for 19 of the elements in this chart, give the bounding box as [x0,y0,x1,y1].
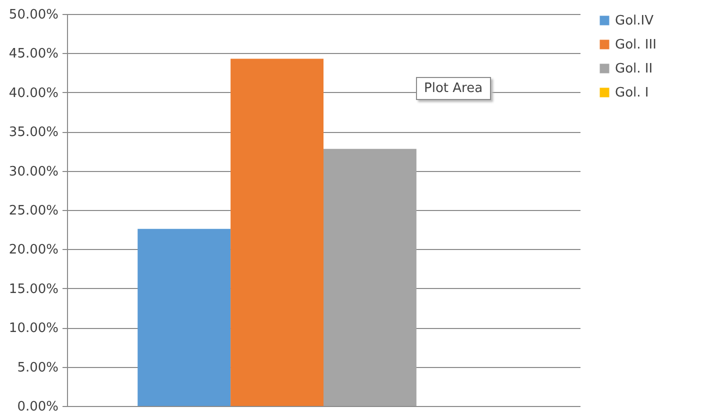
y-tick-label: 10.00% [8,321,58,336]
bar [324,148,416,406]
legend-label: Gol. III [615,38,656,52]
bar [230,58,324,406]
y-tick-label: 5.00% [17,360,58,376]
y-tick-label: 0.00% [17,400,58,414]
y-tick-label: 20.00% [8,242,58,258]
y-tick-label: 40.00% [8,86,58,101]
y-tick-label: 50.00% [8,8,58,22]
y-tick-label: 30.00% [8,164,58,180]
y-tick-label: 35.00% [8,125,58,140]
y-tick-label: 15.00% [8,282,58,297]
bar [138,228,231,406]
annotation: Plot Area [416,77,491,100]
legend-label: Gol.IV [615,14,654,28]
legend-label: Gol. I [615,86,649,100]
y-tick-label: 45.00% [8,46,58,62]
y-tick-label: 25.00% [8,204,58,218]
legend-label: Gol. II [615,62,653,76]
